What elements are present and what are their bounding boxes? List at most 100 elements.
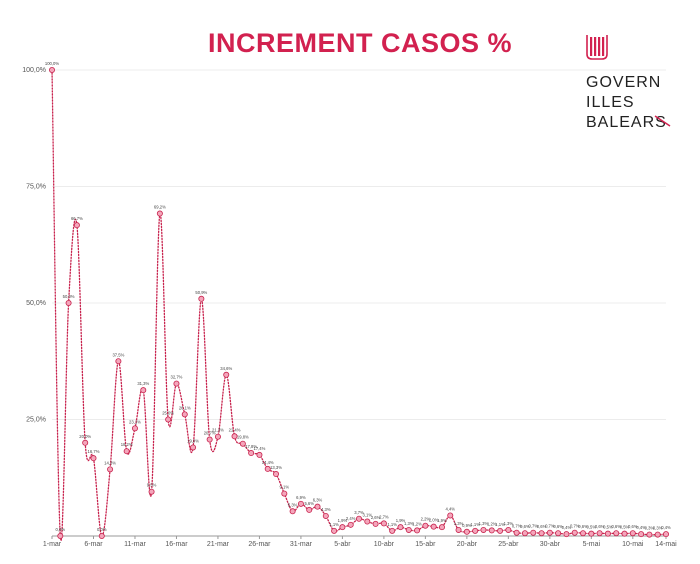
data-point: [663, 531, 670, 538]
data-point: [190, 444, 197, 451]
data-point: [248, 450, 255, 457]
data-point: [580, 530, 587, 537]
x-tick-label: 6-mar: [84, 541, 103, 548]
data-label: 0,4%: [562, 525, 572, 530]
data-point: [455, 526, 462, 533]
data-points: [49, 67, 670, 540]
data-point: [165, 416, 172, 423]
data-point: [198, 295, 205, 302]
data-label: 2,7%: [379, 514, 389, 519]
data-label: 0,7%: [570, 524, 580, 529]
data-point: [538, 530, 545, 537]
data-point: [521, 530, 528, 537]
data-point: [98, 533, 105, 540]
data-label: 0,4%: [636, 525, 646, 530]
x-tick-label: 5-mai: [583, 541, 601, 548]
data-label: 50,9%: [195, 290, 207, 295]
data-label: 0,5%: [587, 525, 597, 530]
data-label: 2,2%: [421, 517, 431, 522]
x-tick-label: 25-abr: [498, 541, 519, 548]
data-label: 23,1%: [129, 419, 141, 424]
data-point: [273, 471, 280, 478]
data-point: [604, 530, 611, 537]
data-label: 1,3%: [479, 521, 489, 526]
x-tick-label: 31-mar: [290, 541, 313, 548]
data-label: 19,8%: [237, 435, 249, 440]
data-point: [397, 524, 404, 531]
data-point: [505, 526, 512, 533]
data-label: 5,6%: [304, 501, 314, 506]
data-point: [638, 531, 645, 538]
x-tick-label: 20-abr: [457, 541, 478, 548]
data-point: [65, 299, 72, 306]
data-point: [115, 358, 122, 365]
data-label: 0,7%: [545, 524, 555, 529]
data-point: [546, 529, 553, 536]
data-label: 21,4%: [229, 427, 241, 432]
data-point: [497, 527, 504, 534]
data-point: [314, 503, 321, 510]
data-label: 26,1%: [179, 405, 191, 410]
data-label: 50,0%: [63, 294, 75, 299]
data-label: 0,6%: [537, 524, 547, 529]
data-point: [571, 529, 578, 536]
x-tick-label: 11-mar: [124, 541, 146, 548]
data-point: [123, 448, 130, 455]
data-label: 1,1%: [495, 522, 505, 527]
data-label: 1,2%: [412, 521, 422, 526]
data-label: 20,7%: [204, 431, 216, 436]
grid-lines: [52, 69, 666, 420]
series-line: [51, 69, 667, 541]
data-point: [90, 455, 97, 462]
y-tick-label: 75,0%: [26, 184, 46, 191]
data-point: [181, 411, 188, 418]
data-label: 0,7%: [512, 524, 522, 529]
data-label: 1,3%: [504, 521, 514, 526]
data-point: [156, 210, 163, 217]
data-point: [621, 530, 628, 537]
data-label: 0,7%: [528, 524, 538, 529]
data-point: [613, 530, 620, 537]
data-point: [214, 433, 221, 440]
data-label: 37,5%: [112, 352, 124, 357]
data-label: 0,6%: [578, 524, 588, 529]
data-label: 100,0%: [45, 61, 59, 66]
data-label: 1,9%: [437, 518, 447, 523]
data-label: 3,7%: [354, 510, 364, 515]
x-tick-label: 15-abr: [415, 541, 436, 548]
data-point: [438, 524, 445, 531]
y-tick-label: 50,0%: [26, 300, 46, 307]
data-label: 17,4%: [253, 446, 265, 451]
data-label: 19,0%: [187, 438, 199, 443]
x-tick-label: 5-abr: [334, 541, 351, 548]
data-point: [148, 488, 155, 495]
data-label: 0,4%: [661, 525, 671, 530]
logo-line-govern: GOVERN: [586, 74, 662, 91]
data-label: 1,3%: [454, 521, 464, 526]
data-point: [513, 529, 520, 536]
data-label: 17,8%: [245, 444, 257, 449]
data-point: [82, 439, 89, 446]
data-point: [347, 521, 354, 528]
data-point: [530, 529, 537, 536]
data-point: [472, 527, 479, 534]
data-point: [289, 508, 296, 515]
data-point: [73, 222, 80, 229]
data-point: [107, 466, 114, 473]
data-point: [173, 380, 180, 387]
data-label: 18,2%: [121, 442, 133, 447]
data-point: [563, 531, 570, 538]
data-point: [57, 533, 64, 540]
data-point: [339, 524, 346, 531]
series-line-path: [51, 69, 667, 541]
x-tick-label: 14-mai: [655, 541, 677, 548]
x-tick-label: 1-mar: [43, 541, 62, 548]
data-point: [447, 512, 454, 519]
data-label: 31,3%: [137, 381, 149, 386]
x-tick-label: 21-mar: [207, 541, 230, 548]
data-label: 14,4%: [262, 460, 274, 465]
data-point: [223, 371, 230, 378]
data-label: 1,1%: [470, 522, 480, 527]
data-label: 0,5%: [620, 525, 630, 530]
